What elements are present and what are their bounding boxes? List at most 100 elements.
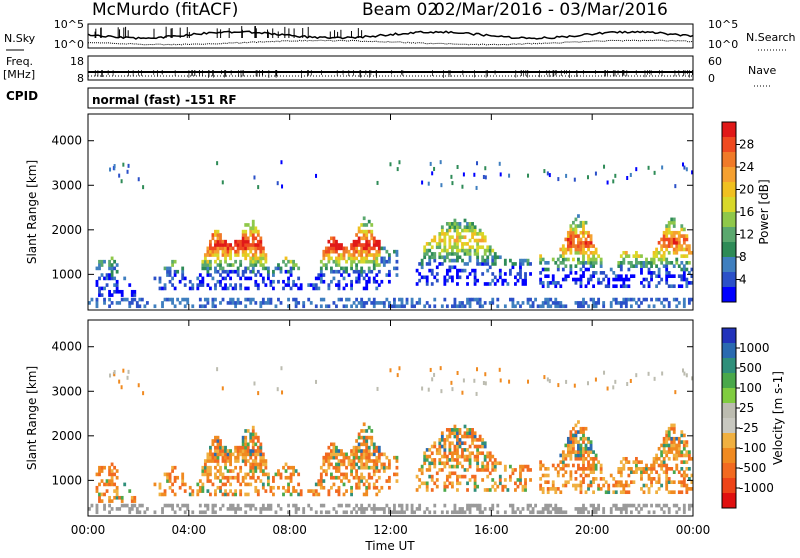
power-cell	[632, 274, 636, 279]
power-cell	[445, 304, 449, 309]
power-cell	[592, 301, 595, 305]
velocity-cell	[609, 510, 613, 515]
power-cell	[569, 264, 573, 268]
velocity-cell	[108, 479, 111, 483]
velocity-cell	[342, 510, 346, 515]
power-cell	[395, 266, 399, 271]
velocity-cell	[314, 482, 318, 487]
velocity-cell	[219, 465, 222, 470]
velocity-cell	[319, 503, 323, 508]
velocity-cell	[619, 467, 623, 471]
cpid-panel-frame	[87, 87, 694, 109]
power-cell	[461, 258, 464, 263]
velocity-cell	[546, 490, 550, 495]
power-cell	[128, 283, 132, 287]
power-cell	[214, 259, 217, 264]
power-cell	[302, 304, 306, 309]
power-cell	[473, 225, 477, 230]
power-cell	[362, 301, 366, 305]
velocity-cell	[395, 479, 399, 483]
power-cell	[572, 277, 575, 282]
power-cell	[614, 274, 618, 279]
velocity-cell	[456, 370, 459, 375]
power-cell	[337, 243, 341, 247]
velocity-cell	[564, 510, 568, 515]
power-cell	[491, 301, 495, 305]
velocity-cell	[372, 442, 376, 447]
velocity-cell	[332, 455, 336, 460]
power-cell	[572, 240, 575, 245]
power-cell	[592, 254, 595, 258]
velocity-cell	[219, 439, 222, 443]
power-cell	[498, 275, 502, 280]
power-cell	[357, 239, 361, 244]
power-cell	[577, 301, 580, 305]
power-cell	[429, 161, 432, 166]
power-cell	[685, 244, 689, 248]
power-cell	[448, 268, 452, 273]
velocity-cell	[362, 492, 366, 497]
station-title: McMurdo (fitACF)	[92, 0, 238, 20]
velocity-cell	[211, 455, 215, 460]
velocity-cell	[660, 453, 664, 458]
power-cell	[256, 243, 260, 247]
velocity-cell	[347, 462, 351, 467]
power-cell	[229, 283, 232, 287]
power-cell	[466, 228, 469, 233]
power-cell	[655, 264, 659, 268]
power-cell	[357, 273, 361, 277]
y-tick-label: 3000	[51, 178, 82, 192]
velocity-cell	[430, 474, 434, 479]
power-cell	[582, 274, 585, 279]
power-cell	[376, 180, 379, 185]
power-cell	[251, 263, 255, 267]
velocity-cell	[201, 485, 205, 490]
velocity-cell	[559, 507, 563, 511]
velocity-cell	[201, 469, 205, 473]
power-cell	[257, 185, 260, 190]
power-cell	[340, 297, 343, 302]
power-cell	[362, 236, 366, 241]
power-cell	[345, 269, 348, 274]
velocity-cell	[324, 472, 328, 477]
power-cell	[256, 269, 260, 274]
velocity-cell	[239, 469, 243, 473]
velocity-cell	[476, 461, 480, 466]
power-cell	[511, 262, 515, 266]
colorbar-tick-label: -1000	[739, 481, 774, 495]
velocity-cell	[468, 464, 472, 469]
velocity-cell	[519, 478, 522, 482]
velocity-cell	[667, 426, 671, 431]
velocity-cell	[395, 472, 399, 477]
velocity-cell	[355, 455, 359, 460]
power-cell	[259, 249, 263, 254]
velocity-cell	[350, 462, 353, 467]
velocity-cell	[231, 469, 235, 473]
power-cell	[254, 246, 258, 251]
power-cell	[287, 297, 290, 302]
velocity-cell	[627, 503, 631, 508]
power-cell	[589, 250, 593, 255]
power-cell	[183, 297, 187, 302]
power-cell	[259, 259, 263, 264]
velocity-cell	[367, 465, 371, 470]
power-cell	[458, 255, 462, 260]
power-cell	[566, 247, 570, 252]
power-cell	[524, 258, 527, 263]
power-cell	[418, 262, 422, 266]
velocity-cell	[201, 510, 205, 515]
velocity-cell	[105, 482, 109, 487]
velocity-cell	[602, 507, 606, 511]
power-cell	[589, 244, 593, 248]
velocity-cell	[473, 474, 477, 479]
velocity-cell	[377, 475, 381, 480]
velocity-cell	[418, 503, 422, 508]
power-cell	[123, 297, 127, 302]
colorbar-tick-label: 8	[739, 250, 747, 264]
velocity-cell	[564, 443, 568, 448]
power-cell	[113, 289, 117, 294]
power-cell	[319, 279, 323, 284]
power-cell	[302, 301, 306, 305]
velocity-cell	[566, 440, 570, 444]
velocity-cell	[98, 472, 101, 477]
